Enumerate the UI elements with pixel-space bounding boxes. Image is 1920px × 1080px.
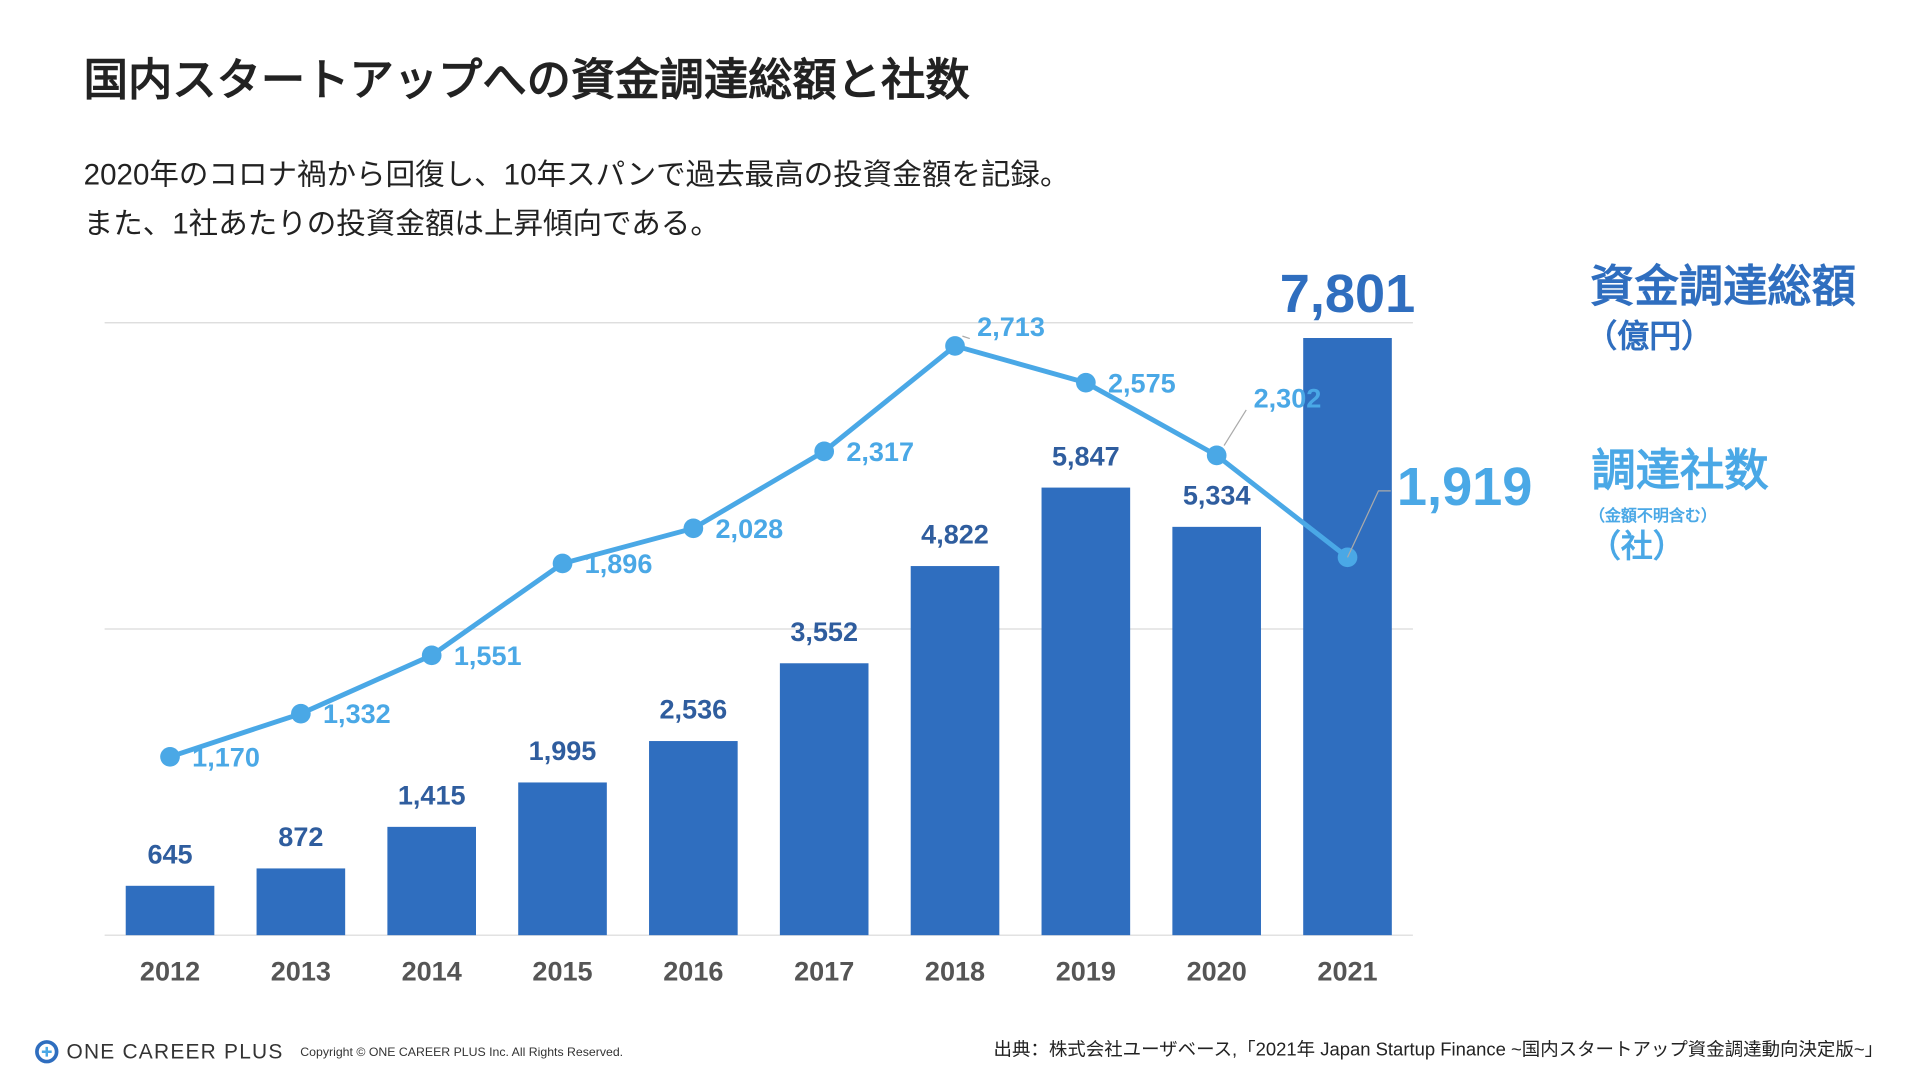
bar [256, 868, 346, 936]
data-label: 1,170 [192, 742, 260, 772]
x-tick-label: 2014 [402, 956, 462, 986]
data-label: 2,302 [1254, 383, 1322, 413]
logo-text: ONE CAREER PLUS [66, 1041, 283, 1064]
line-point [1337, 547, 1358, 568]
bar [910, 566, 1000, 936]
line-point [814, 441, 835, 462]
data-label: 5,847 [1052, 441, 1120, 471]
data-label: 2,317 [846, 437, 914, 467]
bar [387, 826, 476, 936]
chart-title: 国内スタートアップへの資金調達総額と社数 [84, 56, 971, 105]
x-tick-label: 2012 [140, 956, 200, 986]
copyright: Copyright © ONE CAREER PLUS Inc. All Rig… [300, 1045, 623, 1059]
bar [1041, 487, 1131, 936]
data-label: 5,334 [1183, 481, 1251, 511]
x-tick-label: 2015 [532, 956, 592, 986]
bar [1172, 526, 1261, 936]
data-label: 2,575 [1108, 368, 1176, 398]
data-label: 1,551 [454, 641, 522, 671]
source: 出典：株式会社ユーザベース,「2021年 Japan Startup Finan… [994, 1038, 1884, 1059]
legend-label: 調達社数 [1591, 446, 1769, 495]
data-label: 1,332 [323, 699, 391, 729]
subtitle: 2020年のコロナ禍から回復し、10年スパンで過去最高の投資金額を記録。 [84, 159, 1070, 192]
subtitle: また、1社あたりの投資金額は上昇傾向である。 [84, 208, 720, 241]
leader [962, 335, 970, 340]
bar [518, 782, 607, 936]
x-tick-label: 2016 [663, 956, 723, 986]
line [169, 343, 1350, 760]
x-tick-label: 2021 [1317, 956, 1377, 986]
data-label: 2,028 [716, 514, 784, 544]
legend-unit: （社） [1589, 528, 1685, 564]
x-tick-label: 2017 [794, 956, 854, 986]
legend-note: （金額不明含む） [1589, 506, 1717, 525]
data-label: 1,995 [529, 736, 597, 766]
bar [125, 885, 215, 936]
line-point [160, 746, 180, 767]
legend-unit: （億円） [1585, 318, 1713, 354]
data-label: 1,896 [585, 549, 653, 579]
x-tick-label: 2020 [1187, 956, 1247, 986]
logo [35, 1040, 59, 1064]
data-label: 872 [278, 822, 323, 852]
legend-label: 資金調達総額 [1590, 262, 1856, 311]
x-tick-label: 2018 [925, 956, 985, 986]
data-label: 1,919 [1397, 457, 1532, 517]
line-point [945, 336, 965, 356]
bar [649, 741, 738, 936]
bar [779, 663, 869, 936]
line-point [1076, 372, 1096, 393]
data-label: 7,801 [1280, 264, 1415, 324]
bar [1303, 338, 1392, 936]
line-point [421, 645, 442, 666]
x-tick-label: 2013 [271, 956, 331, 986]
data-label: 4,822 [921, 520, 989, 550]
x-tick-label: 2019 [1056, 956, 1116, 986]
leader [1346, 490, 1391, 558]
leader [1223, 409, 1247, 446]
data-label: 3,552 [790, 617, 858, 647]
data-label: 645 [147, 840, 192, 870]
line-point [552, 553, 573, 574]
data-label: 1,415 [398, 781, 466, 811]
data-label: 2,713 [977, 312, 1045, 342]
line-point [291, 703, 311, 724]
line-point [683, 518, 704, 539]
line-point [1206, 445, 1227, 466]
data-label: 2,536 [660, 695, 728, 725]
